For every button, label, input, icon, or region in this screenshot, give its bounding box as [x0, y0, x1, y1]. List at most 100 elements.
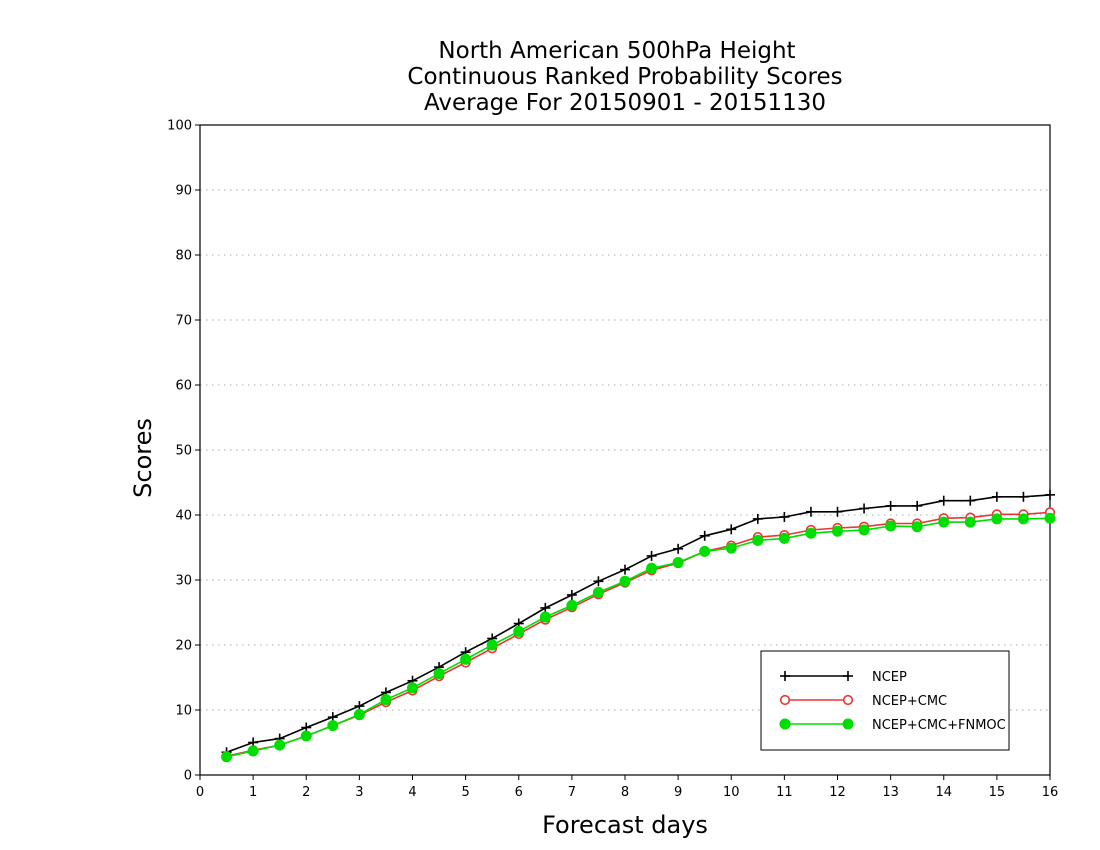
data-point-ncep-cmc-fnmoc: [353, 709, 365, 721]
data-point-ncep: [646, 550, 657, 561]
legend: NCEP NCEP+CMC NCEP+CMC+FNMOC: [760, 650, 1010, 751]
y-tick-label: 100: [167, 119, 192, 134]
data-point-ncep-cmc-fnmoc: [433, 668, 445, 680]
data-point-ncep-cmc-fnmoc: [991, 513, 1003, 525]
data-point-ncep: [965, 495, 976, 506]
legend-marker: [842, 718, 854, 730]
data-point-ncep: [1018, 491, 1029, 502]
data-point-ncep-cmc-fnmoc: [752, 534, 764, 546]
data-point-ncep: [805, 506, 816, 517]
data-point-ncep-cmc-fnmoc: [1044, 512, 1056, 524]
x-tick-label: 6: [515, 785, 523, 800]
data-point-ncep: [885, 500, 896, 511]
y-tick-label: 30: [175, 574, 192, 589]
data-point-ncep-cmc-fnmoc: [778, 532, 790, 544]
data-point-ncep-cmc-fnmoc: [247, 745, 259, 757]
data-point-ncep-cmc-fnmoc: [832, 525, 843, 537]
data-point-ncep-cmc-fnmoc: [885, 520, 897, 532]
chart-subtitle: Continuous Ranked Probability Scores: [407, 64, 842, 90]
data-point-ncep-cmc-fnmoc: [725, 542, 737, 554]
data-point-ncep: [832, 506, 843, 517]
x-tick-label: 13: [882, 785, 899, 800]
x-axis-title: Forecast days: [542, 811, 708, 839]
data-point-ncep-cmc-fnmoc: [513, 625, 525, 637]
y-tick-label: 70: [175, 314, 192, 329]
data-point-ncep: [1045, 489, 1055, 500]
data-point-ncep: [779, 511, 790, 522]
x-tick-label: 4: [408, 785, 416, 800]
legend-marker: [780, 671, 790, 681]
x-tick-label: 1: [249, 785, 257, 800]
data-point-ncep: [752, 513, 763, 524]
x-axis: 0 1 2 3 4 5 6 7 8 9 10 11 12 13 14 15 16: [196, 775, 1058, 800]
x-tick-label: 5: [461, 785, 469, 800]
data-point-ncep: [938, 495, 949, 506]
y-tick-label: 50: [175, 444, 192, 459]
data-point-ncep-cmc-fnmoc: [460, 653, 472, 665]
legend-label: NCEP+CMC+FNMOC: [872, 718, 1006, 733]
y-tick-label: 20: [175, 639, 192, 654]
data-point-ncep-cmc-fnmoc: [566, 599, 578, 611]
data-point-ncep-cmc-fnmoc: [646, 562, 658, 574]
plot-frame: [199, 124, 1051, 776]
x-tick-label: 0: [196, 785, 204, 800]
data-point-ncep-cmc-fnmoc: [221, 751, 233, 763]
series-ncep: [221, 489, 1055, 758]
data-point-ncep-cmc-fnmoc: [911, 521, 923, 533]
x-tick-label: 7: [568, 785, 576, 800]
chart-title: North American 500hPa Height: [438, 38, 795, 64]
data-point-ncep-cmc-fnmoc: [407, 682, 418, 694]
data-point-ncep: [593, 576, 604, 587]
data-point-ncep-cmc-fnmoc: [327, 720, 339, 732]
x-tick-label: 16: [1042, 785, 1059, 800]
data-point-ncep-cmc-fnmoc: [539, 611, 551, 623]
chart-subtitle-period: Average For 20150901 - 20151130: [424, 90, 826, 116]
y-tick-label: 40: [175, 509, 192, 524]
data-point-ncep: [991, 491, 1002, 502]
data-point-ncep-cmc-fnmoc: [592, 586, 604, 598]
legend-marker: [779, 694, 791, 706]
legend-label: NCEP: [872, 670, 907, 685]
data-point-ncep-cmc-fnmoc: [380, 694, 392, 706]
legend-label: NCEP+CMC: [872, 694, 947, 709]
grid: [200, 189, 1050, 711]
y-tick-label: 10: [175, 704, 192, 719]
x-tick-label: 10: [723, 785, 740, 800]
data-point-ncep-cmc-fnmoc: [699, 545, 711, 557]
x-tick-label: 15: [989, 785, 1006, 800]
x-tick-label: 14: [935, 785, 952, 800]
data-point-ncep: [699, 530, 710, 541]
legend-item-ncep: NCEP: [780, 670, 907, 685]
y-axis-title: Scores: [129, 418, 157, 498]
data-point-ncep: [673, 543, 684, 554]
x-tick-label: 3: [355, 785, 363, 800]
y-tick-label: 80: [175, 249, 192, 264]
x-tick-label: 9: [674, 785, 682, 800]
legend-marker: [779, 718, 791, 730]
data-point-ncep-cmc-fnmoc: [858, 524, 870, 536]
legend-marker: [842, 694, 854, 706]
y-axis: 0 10 20 30 40 50 60 70 80 90 100: [167, 119, 200, 784]
data-point-ncep: [859, 503, 870, 514]
data-point-ncep-cmc-fnmoc: [672, 556, 684, 568]
data-point-ncep: [912, 500, 923, 511]
y-tick-label: 0: [184, 769, 192, 784]
x-tick-label: 8: [621, 785, 629, 800]
data-point-ncep: [620, 564, 630, 575]
legend-item-ncep-cmc: NCEP+CMC: [779, 694, 947, 709]
legend-marker: [843, 671, 853, 681]
data-point-ncep-cmc-fnmoc: [274, 739, 286, 751]
data-point-ncep-cmc-fnmoc: [938, 516, 950, 528]
x-tick-label: 11: [776, 785, 793, 800]
series-ncep-cmc-fnmoc: [221, 512, 1056, 763]
x-tick-label: 12: [829, 785, 846, 800]
series-layer: [221, 489, 1056, 763]
data-point-ncep-cmc-fnmoc: [619, 575, 631, 587]
data-point-ncep: [540, 602, 551, 613]
data-point-ncep-cmc-fnmoc: [1017, 513, 1029, 525]
data-point-ncep: [726, 524, 737, 535]
data-point-ncep: [566, 589, 577, 600]
data-point-ncep-cmc-fnmoc: [964, 516, 976, 528]
x-tick-label: 2: [302, 785, 310, 800]
